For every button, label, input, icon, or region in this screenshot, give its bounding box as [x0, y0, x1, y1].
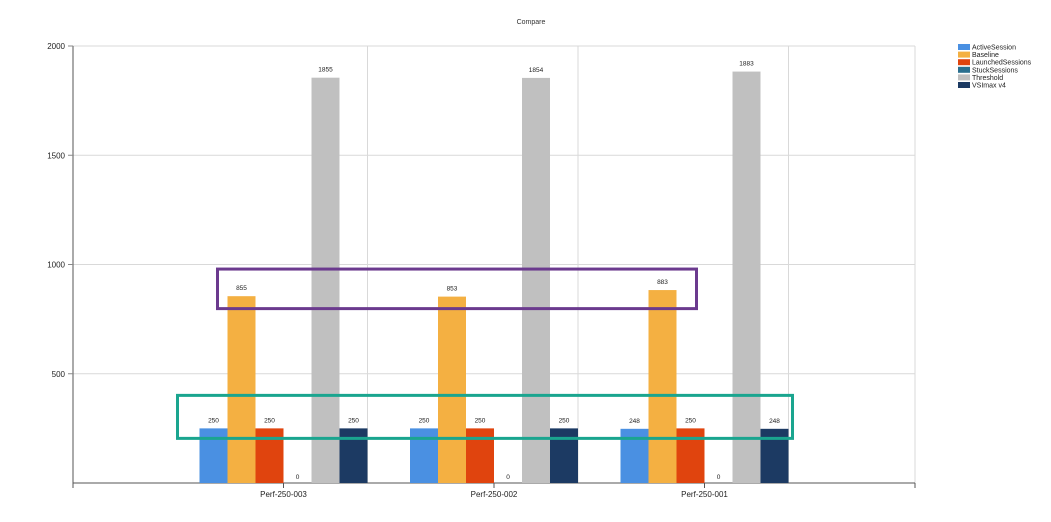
y-axis-ticks: 500 1000 1500 2000 [47, 42, 73, 379]
chart-title: Compare [517, 19, 546, 26]
data-label: 1883 [739, 61, 754, 68]
data-label: 250 [685, 417, 696, 424]
data-label: 250 [264, 417, 275, 424]
legend-label: ActiveSession [972, 45, 1016, 52]
data-labels: 250 855 250 0 1855 250 250 853 250 0 1854 250 248 883… [208, 61, 780, 481]
bar [550, 428, 578, 483]
data-label: 1855 [318, 67, 333, 74]
bar-series [199, 71, 789, 484]
legend-swatch [958, 51, 970, 58]
data-label: 248 [629, 418, 640, 425]
legend-label: StuckSessions [972, 67, 1018, 74]
bar [732, 71, 761, 483]
data-label: 1854 [529, 67, 544, 74]
x-tick-label: Perf-250-002 [471, 490, 518, 499]
legend-swatch [958, 59, 970, 66]
bar [522, 77, 550, 483]
data-label: 0 [296, 474, 300, 481]
data-label: 883 [657, 279, 668, 286]
legend-label: LaunchedSessions [972, 60, 1032, 67]
bar [339, 428, 368, 483]
x-tick-label: Perf-250-001 [681, 490, 728, 499]
legend-swatch [958, 44, 970, 50]
data-label: 250 [559, 417, 570, 424]
legend-label: Baseline [972, 52, 999, 59]
legend-label: Threshold [972, 75, 1003, 82]
baseline-highlight [216, 267, 698, 311]
bar [410, 428, 438, 483]
highlight-annotations [176, 267, 794, 440]
bar [199, 428, 228, 483]
data-label: 0 [717, 474, 721, 481]
data-label: 0 [506, 474, 510, 481]
x-tick-label: Perf-250-003 [260, 490, 307, 499]
legend-swatch [958, 66, 970, 73]
data-label: 855 [236, 285, 247, 292]
y-tick-label: 500 [52, 370, 66, 379]
bar [466, 428, 494, 483]
data-label: 250 [208, 417, 219, 424]
legend-swatch [958, 82, 970, 88]
data-label: 248 [769, 418, 780, 425]
legend-label: VSImax v4 [972, 83, 1006, 90]
bar [648, 290, 677, 483]
bar [255, 428, 284, 483]
legend: ActiveSessionBaselineLaunchedSessionsStu… [958, 44, 1032, 90]
data-label: 250 [475, 417, 486, 424]
bar [676, 428, 705, 483]
legend-swatch [958, 74, 970, 81]
sessions-highlight [176, 393, 794, 440]
y-tick-label: 2000 [47, 42, 65, 51]
gridlines [73, 45, 916, 483]
data-label: 250 [348, 417, 359, 424]
bar [438, 296, 466, 483]
y-tick-label: 1500 [47, 151, 65, 160]
data-label: 853 [447, 286, 458, 293]
x-axis-ticks: Perf-250-003 Perf-250-002 Perf-250-001 [260, 483, 728, 499]
bar [311, 77, 340, 484]
data-label: 250 [419, 417, 430, 424]
y-tick-label: 1000 [47, 261, 65, 270]
bar [227, 296, 256, 483]
